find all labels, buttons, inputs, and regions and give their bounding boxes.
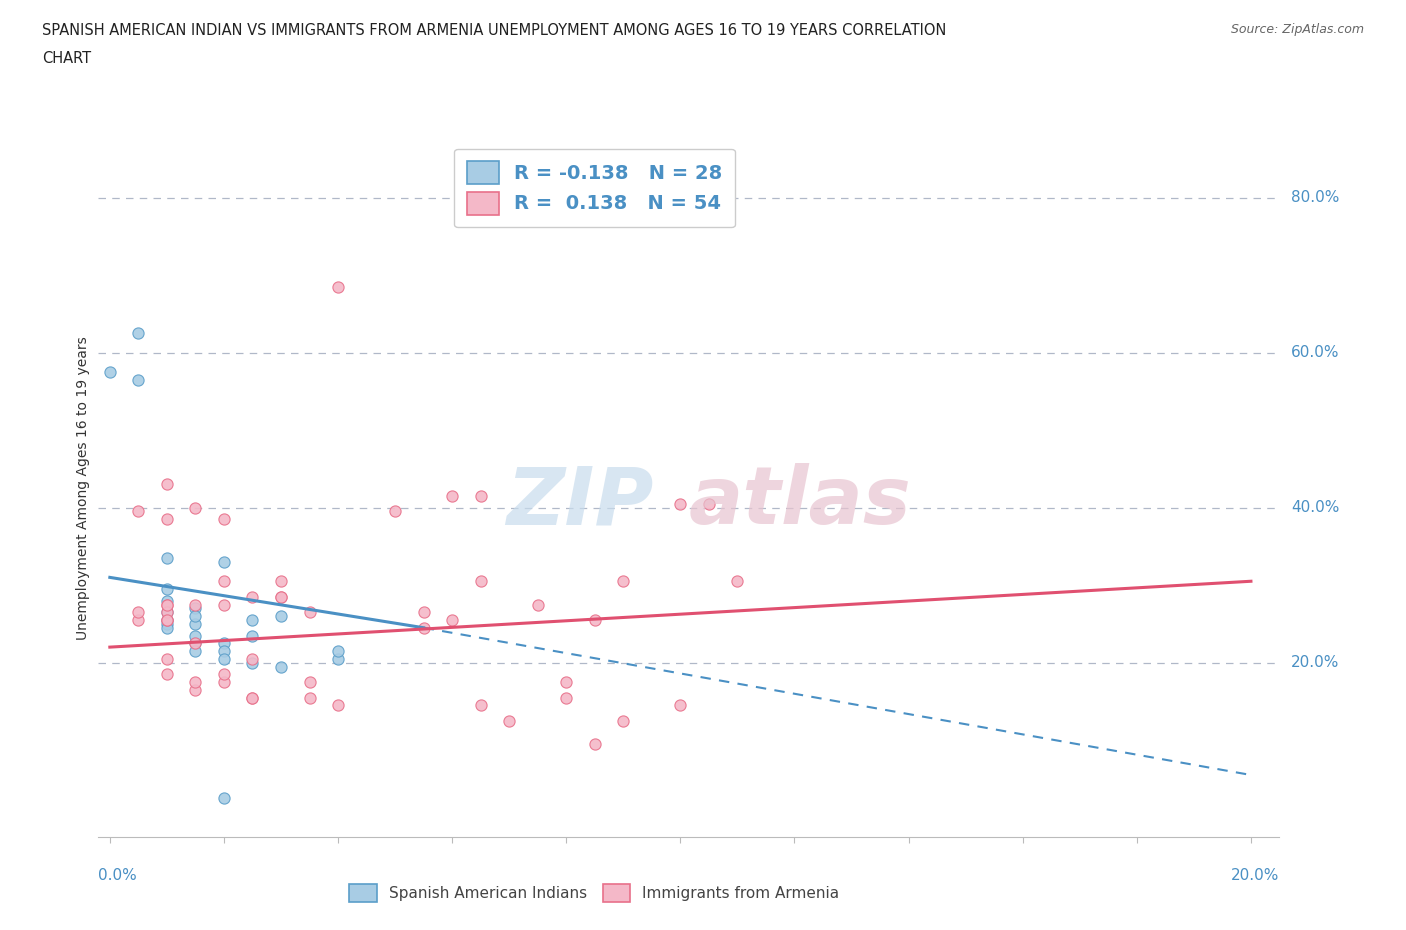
Point — [156, 512, 179, 526]
Point — [384, 504, 406, 519]
Point — [184, 597, 207, 612]
Point — [555, 690, 578, 705]
Point — [156, 593, 179, 608]
Point — [156, 597, 179, 612]
Point — [156, 620, 179, 635]
Point — [612, 574, 634, 589]
Point — [212, 512, 235, 526]
Point — [270, 574, 292, 589]
Point — [156, 477, 179, 492]
Point — [326, 644, 349, 658]
Point — [156, 581, 179, 596]
Point — [127, 604, 149, 619]
Point — [127, 504, 149, 519]
Text: atlas: atlas — [689, 463, 911, 541]
Point — [156, 613, 179, 628]
Point — [184, 636, 207, 651]
Point — [156, 604, 179, 619]
Point — [583, 613, 606, 628]
Point — [242, 590, 264, 604]
Point — [156, 651, 179, 666]
Point — [298, 604, 321, 619]
Point — [412, 604, 434, 619]
Point — [242, 655, 264, 670]
Point — [184, 674, 207, 689]
Point — [156, 613, 179, 628]
Text: 20.0%: 20.0% — [1232, 869, 1279, 883]
Point — [184, 500, 207, 515]
Point — [242, 613, 264, 628]
Text: 20.0%: 20.0% — [1291, 655, 1340, 671]
Point — [127, 613, 149, 628]
Point — [127, 326, 149, 340]
Text: SPANISH AMERICAN INDIAN VS IMMIGRANTS FROM ARMENIA UNEMPLOYMENT AMONG AGES 16 TO: SPANISH AMERICAN INDIAN VS IMMIGRANTS FR… — [42, 23, 946, 38]
Point — [212, 597, 235, 612]
Point — [156, 667, 179, 682]
Text: ZIP: ZIP — [506, 463, 654, 541]
Point — [242, 690, 264, 705]
Point — [184, 601, 207, 616]
Point — [127, 372, 149, 387]
Point — [441, 613, 464, 628]
Legend: Spanish American Indians, Immigrants from Armenia: Spanish American Indians, Immigrants fro… — [342, 877, 846, 910]
Point — [470, 574, 492, 589]
Point — [270, 609, 292, 624]
Point — [498, 713, 520, 728]
Point — [441, 488, 464, 503]
Text: 60.0%: 60.0% — [1291, 345, 1340, 360]
Point — [212, 636, 235, 651]
Point — [184, 644, 207, 658]
Point — [669, 497, 692, 512]
Point — [412, 620, 434, 635]
Point — [242, 628, 264, 643]
Point — [470, 698, 492, 712]
Point — [212, 644, 235, 658]
Text: 40.0%: 40.0% — [1291, 500, 1340, 515]
Point — [270, 590, 292, 604]
Point — [184, 683, 207, 698]
Point — [156, 604, 179, 619]
Point — [212, 674, 235, 689]
Point — [156, 551, 179, 565]
Point — [326, 698, 349, 712]
Text: 80.0%: 80.0% — [1291, 190, 1340, 206]
Text: 0.0%: 0.0% — [98, 869, 138, 883]
Point — [212, 651, 235, 666]
Point — [697, 497, 720, 512]
Text: CHART: CHART — [42, 51, 91, 66]
Point — [298, 674, 321, 689]
Point — [98, 365, 121, 379]
Point — [326, 279, 349, 294]
Y-axis label: Unemployment Among Ages 16 to 19 years: Unemployment Among Ages 16 to 19 years — [76, 337, 90, 640]
Point — [156, 613, 179, 628]
Point — [156, 597, 179, 612]
Point — [184, 617, 207, 631]
Point — [242, 651, 264, 666]
Point — [212, 554, 235, 569]
Point — [725, 574, 748, 589]
Point — [612, 713, 634, 728]
Point — [212, 574, 235, 589]
Point — [669, 698, 692, 712]
Point — [184, 628, 207, 643]
Point — [270, 590, 292, 604]
Text: Source: ZipAtlas.com: Source: ZipAtlas.com — [1230, 23, 1364, 36]
Point — [555, 674, 578, 689]
Point — [184, 636, 207, 651]
Point — [270, 659, 292, 674]
Point — [212, 790, 235, 805]
Point — [242, 690, 264, 705]
Point — [526, 597, 548, 612]
Point — [470, 488, 492, 503]
Point — [212, 667, 235, 682]
Point — [184, 609, 207, 624]
Point — [583, 737, 606, 751]
Point — [156, 617, 179, 631]
Point — [298, 690, 321, 705]
Point — [326, 651, 349, 666]
